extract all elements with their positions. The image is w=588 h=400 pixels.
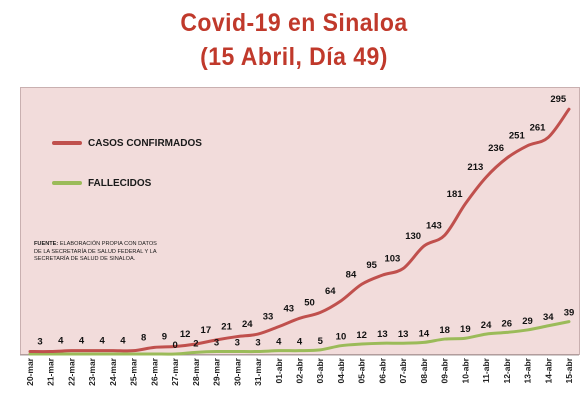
data-label-confirmed: 143: [426, 220, 442, 231]
x-tick-label: 15-abr: [564, 357, 574, 383]
data-label-confirmed: 95: [366, 260, 377, 271]
data-label-deaths: 14: [419, 328, 430, 339]
data-label-confirmed: 43: [283, 303, 294, 314]
x-tick-label: 14-abr: [543, 357, 553, 383]
data-label-deaths: 34: [543, 312, 554, 323]
x-tick-label: 13-abr: [523, 357, 533, 383]
legend-deaths-swatch: [52, 181, 82, 185]
data-label-deaths: 3: [214, 338, 219, 349]
data-label-deaths: 18: [439, 325, 450, 336]
data-label-confirmed: 213: [467, 162, 483, 173]
data-label-deaths: 10: [336, 332, 347, 343]
data-label-confirmed: 4: [79, 336, 85, 347]
x-tick-label: 28-mar: [191, 357, 201, 386]
title-line-2: (15 Abril, Día 49): [200, 43, 388, 71]
data-label-deaths: 0: [172, 340, 177, 351]
data-label-confirmed: 21: [221, 322, 232, 333]
data-label-deaths: 4: [276, 337, 282, 348]
x-tick-label: 05-abr: [357, 357, 367, 383]
x-tick-label: 26-mar: [149, 357, 159, 386]
data-label-deaths: 2: [193, 338, 198, 349]
x-tick-label: 06-abr: [377, 357, 387, 383]
series-line-fallecidos: [28, 320, 571, 356]
data-label-confirmed: 103: [384, 254, 400, 265]
data-label-confirmed: 17: [201, 325, 212, 336]
data-label-confirmed: 12: [180, 329, 191, 340]
data-label-confirmed: 4: [120, 336, 126, 347]
legend-confirmed-label: CASOS CONFIRMADOS: [88, 137, 202, 149]
data-label-deaths: 3: [255, 338, 260, 349]
data-label-confirmed: 50: [304, 298, 315, 309]
data-label-confirmed: 9: [162, 332, 167, 343]
source-note: FUENTE: ELABORACIÓN PROPIA CON DATOS DE …: [34, 241, 164, 264]
data-label-confirmed: 261: [530, 122, 547, 133]
data-label-confirmed: 24: [242, 319, 253, 330]
x-tick-label: 24-mar: [108, 357, 118, 386]
data-label-deaths: 26: [502, 318, 513, 329]
data-label-confirmed: 236: [488, 143, 504, 154]
title-line-1: Covid-19 en Sinaloa: [180, 9, 408, 37]
x-tick-label: 30-mar: [232, 357, 242, 386]
x-tick-label: 07-abr: [398, 357, 408, 383]
data-label-deaths: 13: [398, 329, 409, 340]
x-tick-label: 11-abr: [481, 357, 491, 383]
data-label-deaths: 24: [481, 320, 492, 331]
legend-deaths: FALLECIDOS: [52, 175, 151, 191]
source-text: ELABORACIÓN PROPIA CON DATOS DE LA SECRE…: [34, 241, 157, 263]
data-label-confirmed: 3: [37, 337, 42, 348]
data-label-deaths: 5: [318, 336, 324, 347]
data-label-confirmed: 4: [58, 336, 64, 347]
x-tick-label: 31-mar: [253, 357, 263, 386]
x-tick-label: 12-abr: [502, 357, 512, 383]
x-tick-label: 29-mar: [212, 357, 222, 386]
data-label-deaths: 29: [522, 316, 533, 327]
x-tick-label: 03-abr: [315, 357, 325, 383]
data-label-deaths: 12: [356, 330, 367, 341]
data-label-confirmed: 64: [325, 286, 336, 297]
data-label-confirmed: 84: [346, 269, 357, 280]
data-label-deaths: 3: [235, 338, 240, 349]
legend-confirmed-swatch: [52, 141, 82, 145]
x-tick-label: 23-mar: [87, 357, 97, 386]
chart-title: Covid-19 en Sinaloa (15 Abril, Día 49): [0, 6, 588, 74]
x-tick-label: 27-mar: [170, 357, 180, 386]
x-tick-label: 02-abr: [295, 357, 305, 383]
series-line-casos-confirmados: [28, 107, 571, 354]
data-label-confirmed: 295: [550, 94, 567, 105]
source-label: FUENTE:: [34, 241, 59, 247]
plot-area: [20, 87, 580, 355]
data-label-deaths: 39: [564, 308, 575, 319]
data-label-deaths: 19: [460, 324, 471, 335]
data-label-confirmed: 181: [447, 189, 464, 200]
data-label-deaths: 13: [377, 329, 388, 340]
data-label-confirmed: 4: [100, 336, 106, 347]
data-label-deaths: 4: [297, 337, 303, 348]
x-tick-label: 22-mar: [66, 357, 76, 386]
data-label-confirmed: 8: [141, 332, 146, 343]
x-tick-label: 08-abr: [419, 357, 429, 383]
legend-deaths-label: FALLECIDOS: [88, 177, 152, 189]
data-label-confirmed: 251: [509, 131, 526, 142]
x-tick-label: 25-mar: [129, 357, 139, 386]
x-tick-label: 10-abr: [460, 357, 470, 383]
data-label-confirmed: 33: [263, 312, 274, 323]
x-tick-label: 20-mar: [25, 357, 35, 386]
data-label-confirmed: 130: [405, 231, 421, 242]
x-tick-label: 21-mar: [46, 357, 56, 386]
legend-confirmed: CASOS CONFIRMADOS: [52, 135, 202, 151]
x-tick-label: 09-abr: [440, 357, 450, 383]
x-tick-label: 01-abr: [274, 357, 284, 383]
x-tick-label: 04-abr: [336, 357, 346, 383]
